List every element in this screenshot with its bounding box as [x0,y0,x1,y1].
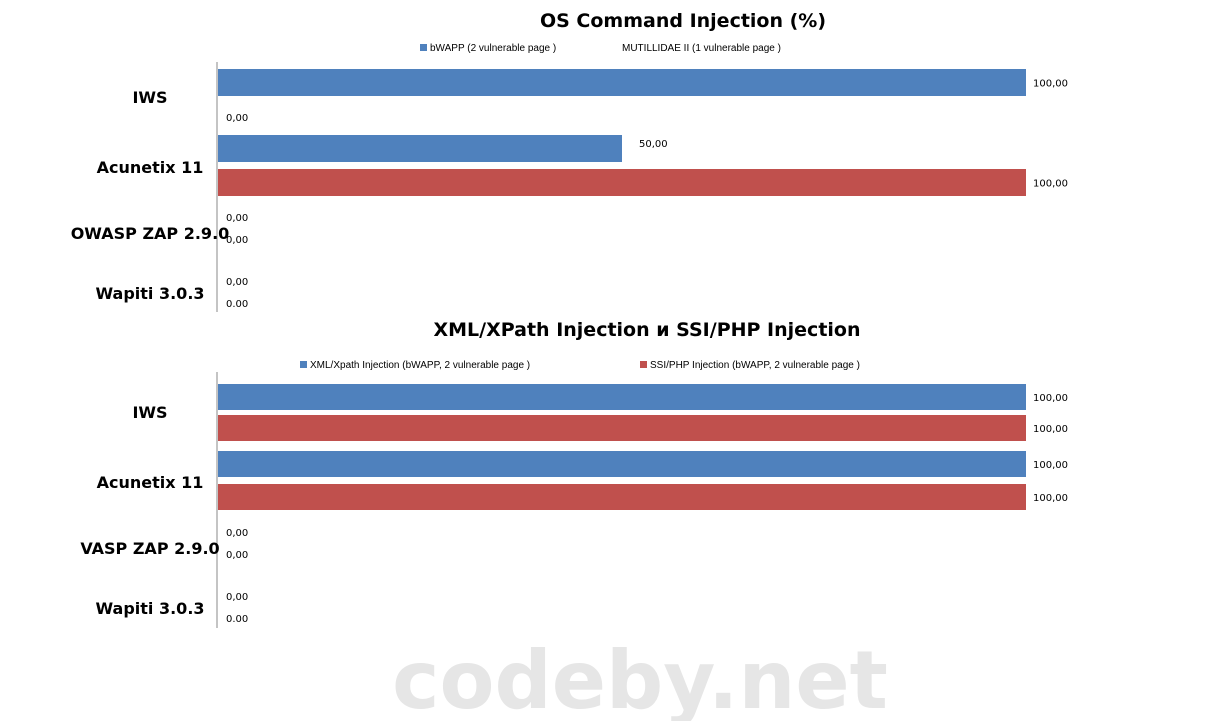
legend-label: bWAPP (2 vulnerable page ) [430,43,556,54]
watermark: codeby.net [392,634,888,721]
category-label: Wapiti 3.0.3 [95,284,204,303]
chart-title: XML/XPath Injection и SSI/PHP Injection [433,319,860,341]
data-label: 100,00 [1033,460,1068,471]
data-label: 100,00 [1033,79,1068,90]
data-label: 0.00 [226,299,248,310]
legend-swatch [420,44,427,51]
bar [218,169,1026,196]
category-label: Wapiti 3.0.3 [95,599,204,618]
data-label: 0,00 [226,235,248,246]
chart-title: OS Command Injection (%) [540,10,826,32]
bar [218,69,1026,96]
category-label: Acunetix 11 [97,158,204,177]
data-label: 50,00 [639,139,668,150]
bar [218,415,1026,441]
data-label: 0,00 [226,277,248,288]
legend-swatch [640,361,647,368]
bar [218,451,1026,477]
category-label: OWASP ZAP 2.9.0 [71,224,230,243]
data-label: 100,00 [1033,179,1068,190]
bar [218,484,1026,510]
category-label: VASP ZAP 2.9.0 [80,539,219,558]
bar [218,135,622,162]
data-label: 0,00 [226,592,248,603]
legend-label: XML/Xpath Injection (bWAPP, 2 vulnerable… [310,360,530,371]
legend-swatch [300,361,307,368]
data-label: 0,00 [226,213,248,224]
category-label: IWS [132,88,167,107]
data-label: 0,00 [226,550,248,561]
data-label: 100,00 [1033,493,1068,504]
data-label: 100,00 [1033,424,1068,435]
legend-label: SSI/PHP Injection (bWAPP, 2 vulnerable p… [650,360,860,371]
data-label: 0,00 [226,113,248,124]
category-label: Acunetix 11 [97,473,204,492]
bar [218,384,1026,410]
legend-label: MUTILLIDAE II (1 vulnerable page ) [622,43,781,54]
category-label: IWS [132,403,167,422]
data-label: 100,00 [1033,393,1068,404]
data-label: 0.00 [226,614,248,625]
data-label: 0,00 [226,528,248,539]
